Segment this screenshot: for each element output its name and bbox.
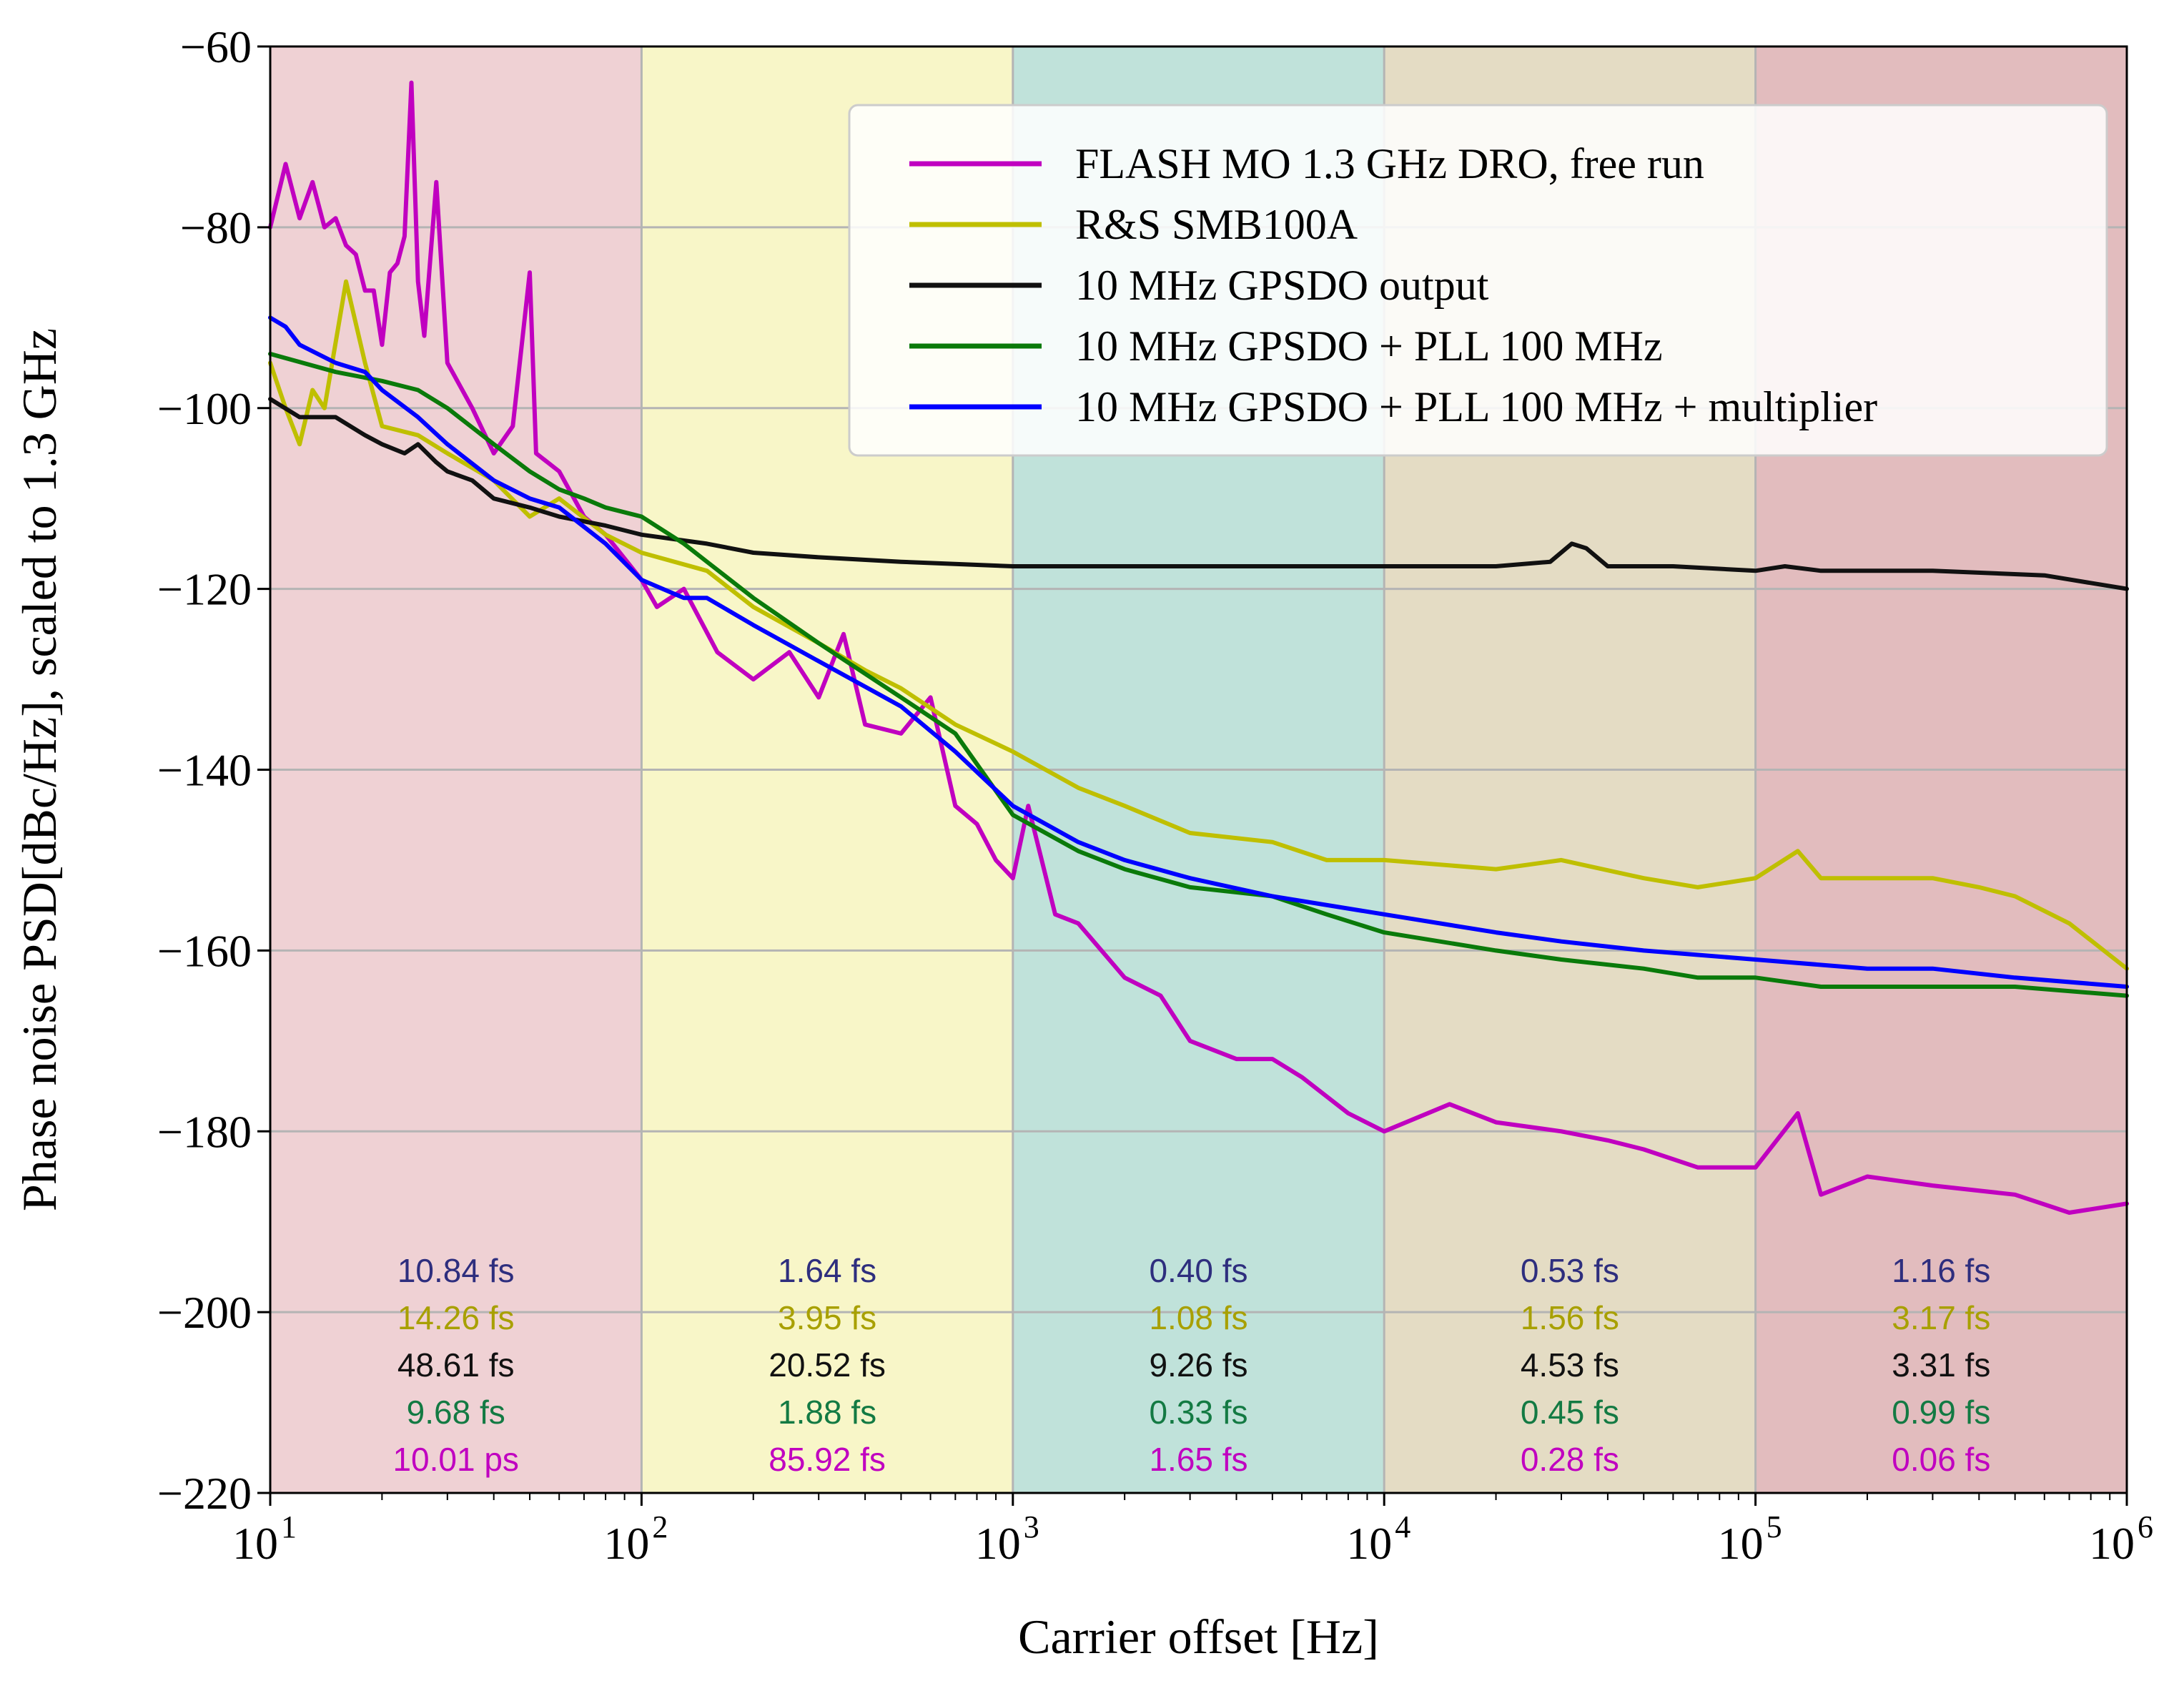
jitter-label: 0.40 fs (1149, 1252, 1247, 1289)
jitter-label: 0.06 fs (1892, 1441, 1990, 1478)
jitter-label: 3.31 fs (1892, 1346, 1990, 1384)
y-tick-label-4: −140 (157, 745, 252, 796)
y-tick-label-2: −100 (157, 383, 252, 434)
y-tick-label-5: −160 (157, 925, 252, 976)
jitter-label: 3.17 fs (1892, 1299, 1990, 1336)
jitter-label: 0.28 fs (1521, 1441, 1619, 1478)
legend-box (848, 104, 2108, 457)
y-tick-label-1: −80 (180, 202, 252, 253)
x-tick-label-3: 104 (1346, 1509, 1410, 1569)
y-axis-title: Phase noise PSD[dBc/Hz], scaled to 1.3 G… (12, 328, 66, 1211)
jitter-label: 9.68 fs (407, 1394, 505, 1431)
jitter-label: 14.26 fs (397, 1299, 515, 1336)
legend-entry-2: 10 MHz GPSDO output (1075, 262, 1489, 309)
x-tick-exponent: 6 (2138, 1509, 2153, 1544)
legend: FLASH MO 1.3 GHz DRO, free run R&S SMB100… (848, 104, 2108, 457)
x-tick-label-1: 102 (603, 1509, 668, 1569)
x-tick-label-2: 103 (975, 1509, 1039, 1569)
jitter-label: 0.33 fs (1149, 1394, 1247, 1431)
series-line-0 (268, 80, 2129, 1215)
jitter-label: 1.65 fs (1149, 1441, 1247, 1478)
series-line-3 (268, 351, 2129, 998)
jitter-label: 3.95 fs (778, 1299, 876, 1336)
series-line-1 (268, 279, 2129, 971)
x-tick-exponent: 4 (1395, 1509, 1410, 1544)
jitter-label: 9.26 fs (1149, 1346, 1247, 1384)
jitter-label: 0.53 fs (1521, 1252, 1619, 1289)
series-line-4 (268, 315, 2129, 989)
x-tick-label-4: 105 (1718, 1509, 1782, 1569)
jitter-label: 10.84 fs (397, 1252, 515, 1289)
jitter-label: 1.56 fs (1521, 1299, 1619, 1336)
jitter-label: 4.53 fs (1521, 1346, 1619, 1384)
jitter-label: 48.61 fs (397, 1346, 515, 1384)
legend-entry-3: 10 MHz GPSDO + PLL 100 MHz (1075, 322, 1663, 370)
legend-entry-4: 10 MHz GPSDO + PLL 100 MHz + multiplier (1075, 383, 1877, 430)
series-line-2 (268, 397, 2129, 591)
y-tick-label-3: −120 (157, 564, 252, 615)
jitter-label: 85.92 fs (769, 1441, 886, 1478)
jitter-label: 10.01 ps (392, 1441, 518, 1478)
x-tick-exponent: 5 (1767, 1509, 1782, 1544)
jitter-label: 20.52 fs (769, 1346, 886, 1384)
jitter-label: 1.08 fs (1149, 1299, 1247, 1336)
y-tick-label-6: −180 (157, 1106, 252, 1157)
jitter-annotations: 10.84 fs 14.26 fs 48.61 fs 9.68 fs 10.01 ps 1… (392, 1252, 1990, 1478)
x-tick-exponent: 2 (652, 1509, 668, 1544)
x-tick-exponent: 1 (281, 1509, 297, 1544)
jitter-label: 1.64 fs (778, 1252, 876, 1289)
y-tick-label-8: −220 (157, 1468, 252, 1519)
x-tick-exponent: 3 (1024, 1509, 1039, 1544)
x-axis-ticks: 101 102 103 104 105 106 (232, 1493, 2153, 1569)
x-axis-title: Carrier offset [Hz] (1018, 1609, 1379, 1664)
legend-entry-0: FLASH MO 1.3 GHz DRO, free run (1075, 140, 1704, 187)
series-lines (268, 80, 2129, 1215)
y-axis-ticks: −60 −80 −100 −120 −140 −160 −180 −200 −220 (157, 21, 270, 1519)
y-tick-label-7: −200 (157, 1287, 252, 1338)
legend-entry-1: R&S SMB100A (1075, 201, 1358, 248)
x-tick-label-5: 106 (2089, 1509, 2153, 1569)
jitter-label: 1.88 fs (778, 1394, 876, 1431)
jitter-label: 1.16 fs (1892, 1252, 1990, 1289)
jitter-label: 0.45 fs (1521, 1394, 1619, 1431)
y-tick-label-0: −60 (180, 21, 252, 72)
jitter-label: 0.99 fs (1892, 1394, 1990, 1431)
